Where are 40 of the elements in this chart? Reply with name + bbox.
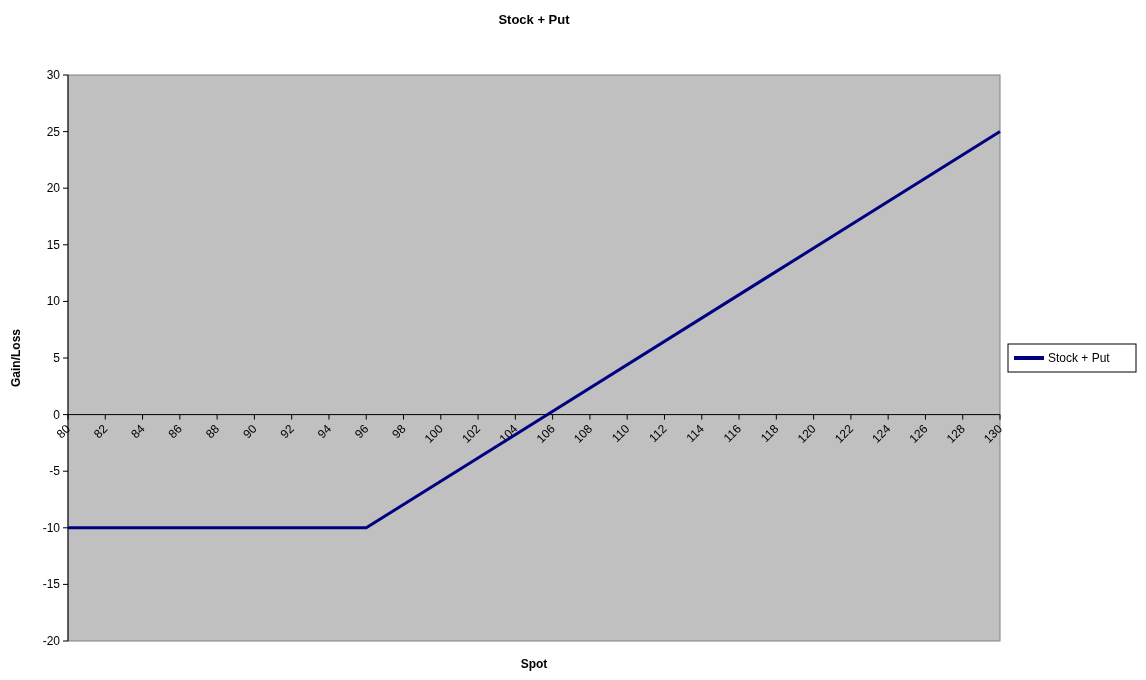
x-tick-label: 122 bbox=[831, 421, 857, 446]
x-tick-label: 84 bbox=[128, 421, 148, 442]
x-tick-label: 118 bbox=[757, 421, 782, 446]
x-tick-label: 128 bbox=[943, 421, 969, 446]
x-tick-label: 116 bbox=[720, 421, 745, 446]
x-tick-label: 88 bbox=[202, 421, 223, 442]
x-tick-label: 126 bbox=[906, 421, 931, 446]
x-tick-label: 108 bbox=[570, 421, 596, 446]
y-tick-label: -15 bbox=[42, 577, 61, 592]
y-tick-label: 30 bbox=[46, 68, 61, 82]
y-tick-label: 15 bbox=[46, 237, 61, 252]
x-tick-label: 96 bbox=[351, 421, 372, 442]
x-tick-label: 80 bbox=[53, 421, 74, 442]
y-tick-label: -10 bbox=[42, 520, 61, 535]
chart-title: Stock + Put bbox=[498, 12, 571, 27]
x-tick-label: 102 bbox=[459, 421, 484, 446]
y-tick-label: -5 bbox=[49, 464, 61, 479]
legend-label: Stock + Put bbox=[1048, 351, 1111, 365]
x-tick-label: 92 bbox=[277, 421, 297, 442]
x-tick-label: 124 bbox=[869, 421, 894, 446]
y-tick-label: -20 bbox=[42, 634, 61, 648]
y-tick-label: 25 bbox=[46, 124, 61, 139]
y-tick-label: 5 bbox=[53, 351, 61, 365]
x-tick-label: 86 bbox=[165, 421, 186, 442]
x-tick-label: 112 bbox=[646, 421, 670, 446]
x-tick-label: 100 bbox=[421, 421, 447, 446]
x-tick-label: 82 bbox=[91, 421, 111, 442]
x-tick-label: 90 bbox=[240, 421, 260, 442]
x-tick-label: 110 bbox=[608, 421, 633, 446]
y-tick-label: 0 bbox=[53, 407, 61, 422]
y-axis-title: Gain/Loss bbox=[9, 328, 23, 388]
x-axis-title: Spot bbox=[520, 657, 548, 671]
x-tick-label: 120 bbox=[794, 421, 819, 446]
x-tick-label: 130 bbox=[981, 421, 1006, 446]
y-tick-label: 20 bbox=[46, 181, 61, 196]
x-tick-label: 114 bbox=[683, 421, 708, 446]
x-tick-label: 106 bbox=[533, 421, 558, 446]
y-tick-label: 10 bbox=[46, 294, 61, 309]
x-tick-label: 94 bbox=[314, 421, 335, 442]
x-tick-label: 98 bbox=[389, 421, 409, 442]
